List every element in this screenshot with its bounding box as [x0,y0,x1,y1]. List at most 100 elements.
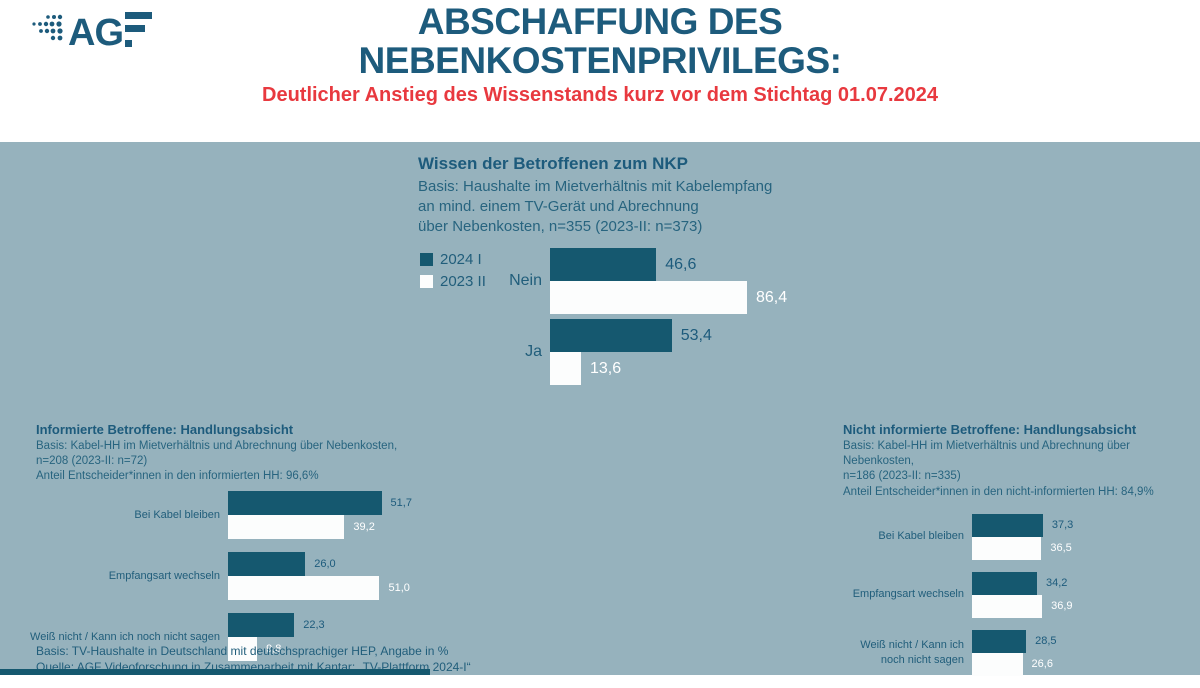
bar-line: 22,3 [228,612,325,637]
chart-row: Bei Kabel bleiben 51,7 39,2 [36,490,456,539]
chart-basis: Basis: Kabel-HH im Mietverhältnis und Ab… [36,439,456,485]
bar-value-label: 34,2 [1045,577,1068,590]
chart-basis: Basis: Haushalte im Mietverhältnis mit K… [418,177,988,236]
chart-row: Nein 46,6 86,4 [418,248,988,315]
chart-legend: 2024 I 2023 II [420,251,486,290]
bar-line: 36,9 [972,594,1073,618]
bar-2024-i [228,490,382,515]
bar-value-label: 39,2 [353,520,375,533]
chart-informierte-handlungsabsicht: Informierte Betroffene: Handlungsabsicht… [30,422,456,674]
bar-2024-i [972,513,1043,537]
bar-line: 34,2 [972,571,1073,595]
category-label: Nein [509,272,542,290]
basis-line: n=186 (2023-II: n=335) [843,470,961,483]
chart-row: Empfangsart wechseln 26,0 51,0 [36,551,456,600]
bar-2024-i [972,629,1027,653]
bar-pair: 22,3 9,8 [228,612,325,661]
bar-pair: 53,4 13,6 [550,319,712,386]
basis-line: an mind. einem TV-Gerät und Abrechnung [418,197,699,215]
bar-2024-i [228,612,295,637]
category-label: Weiß nicht / Kann ich noch nicht sagen [30,630,220,643]
bar-2024-i [228,551,306,576]
chart-title: Informierte Betroffene: Handlungsabsicht [36,422,294,437]
bar-pair: 51,7 39,2 [228,490,412,539]
bar-value-label: 36,5 [1050,542,1072,555]
bar-value-label: 51,7 [390,496,412,509]
bar-2023-ii [550,281,747,315]
bar-2023-ii [228,514,345,539]
page-title-line1: ABSCHAFFUNG DES [417,1,783,42]
bar-line: 26,0 [228,551,410,576]
bar-2023-ii [228,575,380,600]
page-subtitle: Deutlicher Anstieg des Wissenstands kurz… [262,84,938,106]
basis-line: Basis: Kabel-HH im Mietverhältnis und Ab… [36,440,398,452]
basis-line: n=208 (2023-II: n=72) [36,455,148,468]
bar-2024-i [972,571,1037,595]
bar-line: 13,6 [550,352,712,386]
bar-line: 36,5 [972,536,1073,560]
bottom-accent-bar [0,669,430,675]
basis-line: Anteil Entscheider*innen in den informie… [36,470,319,483]
page-title-line2: NEBENKOSTENPRIVILEGS: [358,40,842,82]
bar-value-label: 86,4 [755,288,788,306]
legend-swatch-2023 [420,275,433,289]
agf-logo-dots [32,14,63,41]
bar-value-label: 26,6 [1031,658,1053,671]
bar-pair: 37,3 36,5 [972,513,1074,560]
legend-swatch-2024 [420,253,433,267]
basis-line: Basis: Haushalte im Mietverhältnis mit K… [418,178,773,195]
bar-line: 28,5 [972,629,1057,653]
page-title: ABSCHAFFUNG DES NEBENKOSTENPRIVILEGS: [0,1,1200,82]
chart-row: Weiß nicht / Kann ich noch nicht sagen 28… [843,629,1193,676]
bar-value-label: 13,6 [590,359,622,377]
bar-line: 51,0 [228,575,410,600]
bar-pair: 26,0 51,0 [228,551,410,600]
chart-panel: Wissen der Betroffenen zum NKP Basis: Ha… [0,142,1200,676]
bar-2023-ii [228,636,258,661]
bar-2023-ii [550,352,581,386]
category-label: Weiß nicht / Kann ich noch nicht sagen [860,638,964,666]
bar-value-label: 51,0 [388,581,410,594]
legend-label-2023: 2023 II [440,273,486,291]
chart-row: Bei Kabel bleiben 37,3 36,5 [843,513,1193,560]
category-label: Ja [525,343,542,361]
chart-nicht-informierte-handlungsabsicht: Nicht informierte Betroffene: Handlungsa… [843,422,1193,688]
bar-value-label: 36,9 [1051,600,1073,613]
bar-value-label: 53,4 [680,326,712,344]
category-label: Empfangsart wechseln [108,569,220,582]
legend-item-2023: 2023 II [420,273,486,290]
agf-logo-f-glyph [125,12,152,47]
bar-line: 37,3 [972,513,1074,537]
bar-line: 39,2 [228,514,412,539]
bar-value-label: 9,8 [266,642,282,655]
agf-logo-text: AG [68,12,123,54]
agf-logo: AG [32,12,152,54]
category-label: Empfangsart wechseln [852,588,964,601]
bar-pair: 28,5 26,6 [972,629,1057,676]
bar-2023-ii [972,536,1042,560]
bar-value-label: 22,3 [303,618,325,631]
bar-2023-ii [972,594,1043,618]
bar-line: 51,7 [228,490,412,515]
chart-bars-area: Bei Kabel bleiben 37,3 36,5 Empfangsart wec… [843,513,1193,676]
bar-line: 46,6 [550,248,787,282]
chart-bars-area: Bei Kabel bleiben 51,7 39,2 Empfangsart wec… [30,490,456,661]
basis-line: Basis: Kabel-HH im Mietverhältnis und Ab… [843,440,1131,468]
bar-value-label: 46,6 [665,255,697,273]
bar-line: 86,4 [550,281,788,315]
basis-line: Anteil Entscheider*innen in den nicht-in… [843,485,1154,498]
category-label: Bei Kabel bleiben [878,530,964,543]
basis-line: über Nebenkosten, n=355 (2023-II: n=373) [418,217,703,235]
footnote-basis: Basis: TV-Haushalte in Deutschland mit d… [36,644,449,658]
bar-pair: 46,6 86,4 [550,248,788,315]
chart-row: Empfangsart wechseln 34,2 36,9 [843,571,1193,618]
page-header: AG ABSCHAFFUNG DES NEBENKOSTENPRIVILEGS:… [0,0,1200,142]
bar-2023-ii [972,652,1023,676]
bar-2024-i [550,248,657,282]
bar-value-label: 37,3 [1051,519,1074,532]
chart-title: Wissen der Betroffenen zum NKP [418,154,688,173]
bar-pair: 34,2 36,9 [972,571,1073,618]
chart-row: Weiß nicht / Kann ich noch nicht sagen 22… [30,612,456,661]
chart-basis: Basis: Kabel-HH im Mietverhältnis und Ab… [843,439,1193,500]
bar-value-label: 26,0 [314,557,336,570]
